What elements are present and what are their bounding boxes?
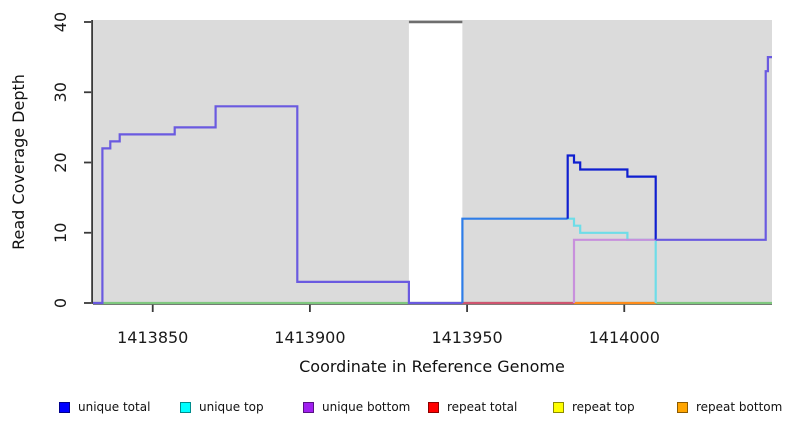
- coverage-plot-svg: 1413850 1413900 1413950 1414000 0 10 20 30 40 Re…: [9, 12, 772, 376]
- legend-item: repeat top: [553, 399, 635, 415]
- legend-swatch: [303, 401, 314, 413]
- legend-swatch: [180, 401, 191, 413]
- y-tick-label: 40: [51, 12, 70, 32]
- legend-item: unique bottom: [303, 399, 410, 415]
- legend-swatch: [428, 401, 439, 413]
- legend-item-label: repeat total: [447, 400, 518, 414]
- y-axis-title: Read Coverage Depth: [9, 74, 28, 250]
- legend-swatch: [677, 401, 688, 413]
- y-tick-label: 30: [51, 82, 70, 102]
- legend-item: repeat bottom: [677, 399, 782, 415]
- x-tick-label: 1414000: [589, 328, 660, 347]
- y-tick-label: 10: [51, 223, 70, 243]
- series-unique-total-top-overlap: [461, 217, 568, 303]
- series-unique-bottom: [572, 238, 656, 303]
- series-unique-total: [566, 154, 657, 240]
- x-tick-label: 1413950: [431, 328, 502, 347]
- legend-item-label: repeat top: [572, 400, 635, 414]
- legend-swatch: [553, 401, 564, 413]
- legend-swatch: [59, 401, 70, 413]
- legend-item: repeat total: [428, 399, 517, 415]
- legend-item: unique top: [180, 399, 264, 415]
- legend-item: unique total: [59, 399, 150, 415]
- masked-region: [408, 21, 463, 303]
- x-tick-label: 1413900: [274, 328, 345, 347]
- legend-item-label: unique total: [78, 400, 151, 414]
- series-unique-total-bottom-overlap-right: [655, 55, 772, 241]
- y-tick-label: 20: [51, 152, 70, 172]
- y-tick-label: 0: [51, 298, 70, 308]
- x-axis-title: Coordinate in Reference Genome: [299, 357, 565, 376]
- x-tick-label: 1413850: [117, 328, 188, 347]
- series-unique-total-bottom-overlap-left: [93, 105, 463, 305]
- legend: unique total unique top unique bottom repea…: [0, 399, 792, 419]
- legend-item-label: unique top: [199, 400, 264, 414]
- legend-item-label: repeat bottom: [696, 400, 783, 414]
- legend-item-label: unique bottom: [322, 400, 411, 414]
